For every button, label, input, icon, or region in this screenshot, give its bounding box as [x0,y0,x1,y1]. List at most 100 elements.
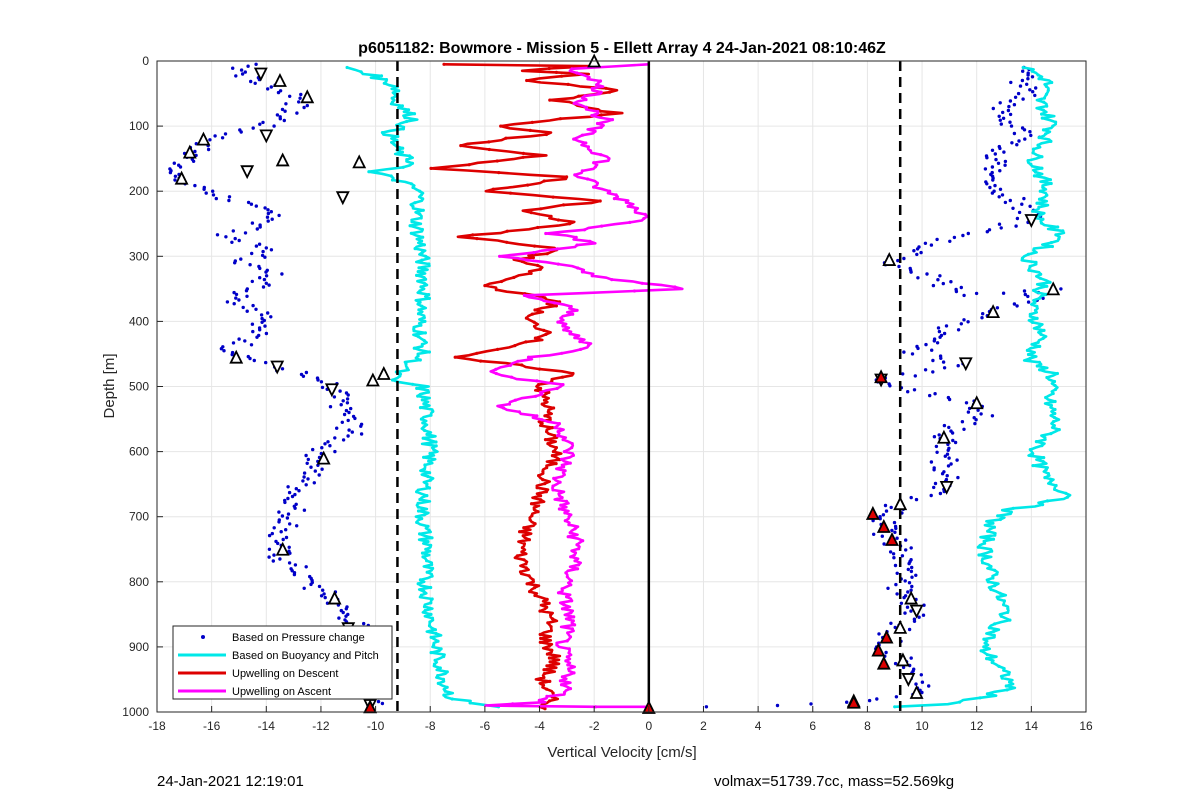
data-point [234,296,238,300]
data-point [903,611,907,615]
data-point [900,554,905,558]
series-point [431,409,435,413]
series-point [1048,280,1052,284]
series-point [428,451,432,456]
triangle-marker [958,357,973,372]
series-point [1039,272,1043,276]
series-point [418,406,423,410]
series-point [1038,276,1042,280]
series-point [407,108,411,112]
series-point [401,127,405,131]
series-point [453,355,457,359]
series-point [586,145,591,149]
data-point [1025,82,1029,87]
series-point [1057,237,1061,241]
data-point [178,165,183,169]
series-point [600,224,604,228]
series-point [1000,676,1004,680]
series-point [983,641,987,645]
data-point [929,243,934,247]
data-point [909,495,913,500]
data-point [293,492,297,497]
series-point [540,418,544,422]
data-point [931,283,936,288]
series-point [572,101,576,105]
series-point [392,142,396,146]
data-point [1008,112,1013,117]
series-point [554,304,559,308]
data-point [249,202,254,206]
series-point [580,169,584,173]
series-point [542,672,547,676]
series-point [420,398,424,402]
data-point [225,300,230,304]
triangle-marker [229,349,244,364]
series-point [1031,151,1035,155]
data-point [237,298,241,302]
series-point [576,567,580,571]
series-point [547,390,551,394]
series-point [572,137,576,141]
data-point [906,390,910,394]
series-point [1042,328,1046,332]
data-point [809,702,813,706]
triangle-marker [240,165,255,180]
series-point [1040,444,1044,448]
series-point [999,614,1003,618]
series-point [420,517,424,521]
series-point [428,471,432,475]
series-point [626,204,630,208]
series-point [596,109,600,114]
data-point [306,477,310,481]
data-point [1022,128,1027,132]
data-point [979,412,983,416]
series-point [560,351,564,355]
series-point [524,316,529,320]
series-point [526,258,530,262]
series-point [977,553,981,557]
series-point [545,664,549,668]
series-point [562,465,566,469]
series-point [544,132,549,137]
series-point [430,616,435,620]
series-point [450,697,454,701]
series-point [993,622,997,626]
series-point [1050,80,1054,85]
data-point [309,465,313,469]
series-point [427,528,431,532]
series-point [418,497,422,502]
series-point [479,359,483,363]
series-point [556,434,560,438]
data-point [929,493,933,498]
data-point [233,261,237,265]
y-tick-label: 900 [129,640,149,654]
data-point [990,148,995,152]
triangle-marker [904,590,919,605]
series-point [524,340,528,344]
series-point [582,228,587,232]
data-point [302,508,307,512]
data-point [1003,159,1008,164]
x-tick-label: 4 [755,719,762,733]
data-point [914,573,918,577]
data-point [255,335,259,339]
data-point [239,68,244,72]
series-point [1032,248,1036,252]
data-point [319,380,324,384]
series-point [420,239,424,243]
series-point [1035,364,1039,368]
series-point [554,446,559,450]
data-point [257,242,262,246]
series-point [599,90,603,94]
series-point [1030,320,1035,324]
triangle-marker [871,642,886,657]
triangle-marker [876,655,891,670]
series-point [420,551,425,555]
series-point [1025,348,1029,352]
series-point [551,484,555,488]
x-tick-label: -12 [312,719,330,733]
data-point [997,114,1001,119]
data-point [270,531,274,536]
data-point [288,522,292,526]
